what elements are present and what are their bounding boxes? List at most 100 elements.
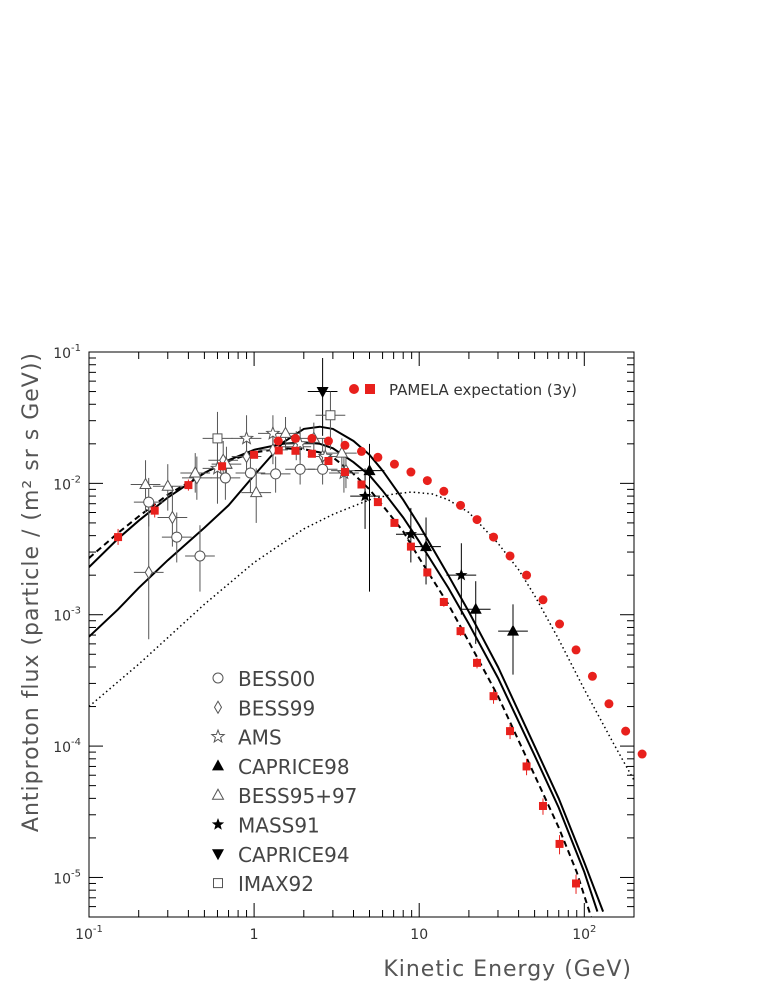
model-curve-solid bbox=[89, 441, 599, 912]
pamela-square-point bbox=[274, 446, 283, 455]
bess99-point bbox=[144, 565, 153, 580]
pamela-circle-point bbox=[472, 515, 482, 525]
legend-label-bess00: BESS00 bbox=[238, 667, 315, 691]
legend-marker-bess99 bbox=[213, 700, 223, 715]
y-axis-title: Antiproton flux (particle / (m² sr s GeV… bbox=[19, 352, 44, 832]
pamela-square-point bbox=[489, 692, 498, 701]
pamela-square-point bbox=[522, 762, 531, 771]
error-bars bbox=[117, 358, 577, 894]
pamela-circle-point bbox=[273, 436, 283, 446]
pamela-square-point bbox=[184, 481, 193, 490]
bess00-point bbox=[270, 468, 282, 480]
pamela-circle-point bbox=[604, 699, 614, 709]
pamela-circle-point bbox=[637, 749, 647, 759]
bess00-point bbox=[219, 472, 231, 484]
pamela-circle-point bbox=[373, 452, 383, 462]
legend-marker-bess95-97 bbox=[211, 788, 225, 800]
mass91-point bbox=[358, 489, 372, 502]
pamela-circle-point bbox=[422, 476, 432, 486]
pamela-circle-point bbox=[538, 595, 548, 605]
legend-label-caprice98: CAPRICE98 bbox=[238, 755, 350, 779]
pamela-legend-square-marker bbox=[365, 384, 375, 394]
bess99-point bbox=[242, 449, 251, 464]
legend-marker-imax92 bbox=[213, 878, 223, 889]
bess00-point bbox=[171, 531, 183, 543]
caprice94-point bbox=[316, 387, 329, 399]
y-tick-label: 10-3 bbox=[53, 606, 81, 625]
bess00-point bbox=[143, 496, 155, 508]
bess00-point bbox=[194, 550, 206, 562]
ams-point bbox=[239, 430, 255, 445]
pamela-circle-point bbox=[389, 459, 399, 469]
x-axis-title: Kinetic Energy (GeV) bbox=[383, 957, 632, 982]
legend-marker-caprice98 bbox=[212, 759, 224, 771]
x-tick-label: 1 bbox=[250, 927, 259, 943]
imax92-point bbox=[212, 433, 223, 444]
pamela-circle-point bbox=[340, 440, 350, 450]
imax92-point bbox=[325, 410, 336, 421]
mass91-point bbox=[404, 527, 417, 540]
bess95-97-point bbox=[139, 477, 152, 490]
axis-tick-labels: 10-1 1 10 102 10-5 10-4 10-3 10-2 10-1 bbox=[53, 343, 596, 943]
caprice98-point bbox=[469, 602, 482, 614]
legend-label-mass91: MASS91 bbox=[238, 814, 320, 838]
model-curve-dotted bbox=[89, 491, 634, 781]
pamela-square-point bbox=[114, 533, 123, 542]
bess00-point bbox=[317, 463, 329, 475]
caprice98-point bbox=[507, 624, 520, 636]
pamela-square-point bbox=[291, 446, 300, 455]
mass91-point bbox=[455, 568, 468, 581]
pamela-legend: PAMELA expectation (3y) bbox=[349, 381, 577, 399]
x-tick-label: 102 bbox=[572, 924, 596, 943]
pamela-square-point bbox=[340, 468, 349, 477]
pamela-square-point bbox=[324, 456, 333, 465]
legend-label-bess99: BESS99 bbox=[238, 696, 315, 720]
pamela-circle-point bbox=[323, 436, 333, 446]
pamela-square-point bbox=[555, 839, 564, 848]
y-tick-label: 10-2 bbox=[53, 474, 81, 493]
pamela-square-point bbox=[373, 498, 382, 507]
pamela-square-point bbox=[357, 480, 366, 489]
pamela-circle-point bbox=[356, 446, 366, 456]
pamela-square-point bbox=[150, 506, 159, 515]
bess95-97-point bbox=[249, 485, 263, 498]
y-tick-label: 10-4 bbox=[53, 737, 81, 756]
pamela-square-point bbox=[506, 727, 515, 736]
pamela-square-point bbox=[218, 462, 227, 471]
legend-label-ams: AMS bbox=[238, 726, 282, 750]
legend-label-bess95-97: BESS95+97 bbox=[238, 784, 357, 808]
pamela-circle-point bbox=[307, 433, 317, 443]
bess95-97-point bbox=[279, 426, 292, 438]
legend-label-caprice94: CAPRICE94 bbox=[238, 843, 350, 867]
pamela-legend-circle-marker bbox=[349, 384, 359, 394]
pamela-circle-point bbox=[439, 486, 449, 496]
ams-point bbox=[265, 425, 281, 440]
y-tick-label: 10-1 bbox=[53, 343, 81, 362]
pamela-circle-point bbox=[587, 671, 597, 681]
bess95-97-point bbox=[188, 465, 202, 478]
pamela-circle-point bbox=[621, 726, 631, 736]
bess00-point bbox=[294, 463, 306, 475]
bess00-point bbox=[244, 467, 256, 479]
pamela-square-point bbox=[307, 449, 316, 458]
caprice98-point bbox=[420, 540, 433, 552]
model-curves bbox=[89, 425, 634, 917]
pamela-circle-point bbox=[571, 645, 581, 655]
pamela-circle-point bbox=[406, 467, 416, 477]
bess99-point bbox=[168, 510, 177, 525]
legend-marker-ams bbox=[210, 728, 226, 744]
pamela-circle-point bbox=[456, 500, 466, 510]
pamela-legend-label: PAMELA expectation (3y) bbox=[389, 381, 577, 399]
pamela-circle-point bbox=[555, 619, 565, 629]
legend-label-imax92: IMAX92 bbox=[238, 872, 314, 896]
pamela-square-point bbox=[423, 568, 432, 577]
pamela-square-point bbox=[406, 542, 415, 551]
x-tick-label: 10 bbox=[410, 927, 428, 943]
y-tick-label: 10-5 bbox=[53, 868, 81, 887]
legend-marker-mass91 bbox=[211, 818, 225, 830]
pamela-square-point bbox=[572, 879, 581, 888]
pamela-circle-point bbox=[505, 551, 515, 561]
legend-marker-caprice94 bbox=[212, 849, 224, 861]
pamela-square-point bbox=[456, 627, 465, 636]
